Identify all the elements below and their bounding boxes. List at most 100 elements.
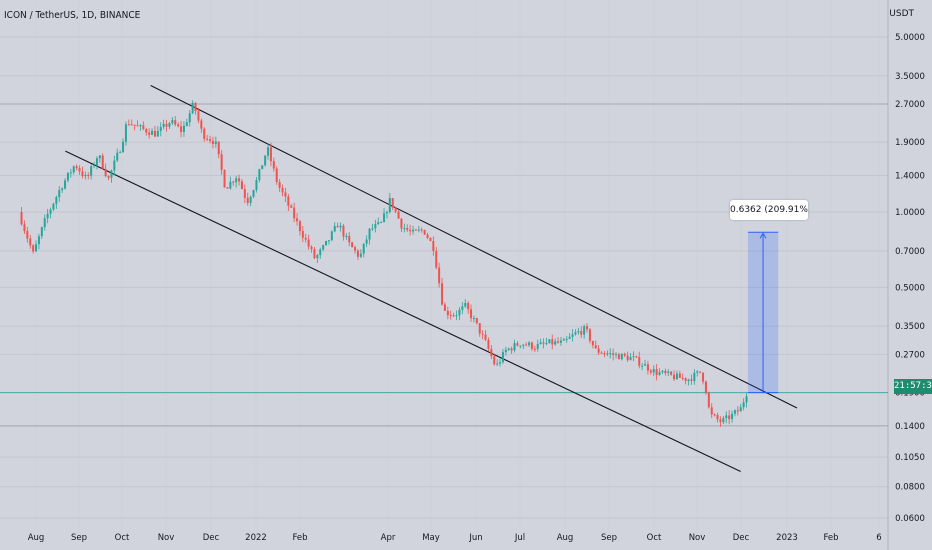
candle (310, 245, 313, 253)
candle (623, 352, 626, 358)
candle (588, 327, 591, 344)
y-tick-label: 0.0600 (895, 514, 925, 524)
candle (432, 236, 435, 256)
candle (374, 219, 377, 233)
candle (693, 369, 696, 385)
horizontal-levels (0, 103, 888, 427)
candle (388, 192, 391, 214)
x-tick-label: Oct (647, 533, 662, 543)
candle (316, 253, 319, 264)
candle (391, 197, 394, 211)
candle (528, 341, 531, 347)
candle (467, 301, 470, 314)
candle (493, 353, 496, 366)
candle (420, 227, 423, 233)
candle (702, 372, 705, 385)
candle (351, 241, 354, 248)
candle (66, 172, 69, 183)
candle (281, 184, 284, 197)
price-axis[interactable]: 5.0000 3.5000 2.7000 1.9000 1.4000 1.0000 0.70… (895, 33, 925, 524)
candle (333, 222, 336, 233)
candle (240, 179, 243, 190)
candle (449, 310, 452, 320)
candle (409, 224, 412, 236)
candle (667, 369, 670, 377)
measure-label: 0.6362 (209.91%) 6362 (730, 200, 808, 220)
candle (165, 119, 168, 132)
candle (591, 340, 594, 349)
candle (180, 120, 183, 138)
candle (406, 224, 409, 233)
channel-line-lower[interactable] (65, 150, 741, 473)
price-unit-label: USDT (889, 9, 914, 19)
candle (84, 171, 87, 180)
candle (52, 202, 55, 212)
candle (185, 118, 188, 127)
candle (536, 339, 539, 352)
candle (504, 346, 507, 356)
candle (348, 232, 351, 247)
candle (133, 124, 136, 131)
candle (394, 206, 397, 214)
candle (736, 406, 739, 416)
y-tick-label: 2.7000 (895, 100, 925, 110)
candle (377, 217, 380, 226)
candle (197, 108, 200, 124)
candle (232, 180, 235, 186)
candle (687, 378, 690, 386)
candle (716, 412, 719, 423)
candle (725, 411, 728, 424)
candle (731, 410, 734, 423)
candle (383, 208, 386, 223)
candle (119, 150, 122, 154)
candle (130, 119, 133, 126)
candle (675, 370, 678, 380)
x-tick-label: Aug (28, 533, 45, 543)
candle (136, 120, 139, 127)
candle (704, 380, 707, 395)
candle (252, 189, 255, 199)
candle (211, 136, 214, 149)
x-tick-label: Nov (158, 533, 175, 543)
measure-tool[interactable] (747, 231, 779, 394)
y-tick-label: 0.3500 (895, 322, 925, 332)
candle (690, 374, 693, 385)
candle (565, 336, 568, 343)
candle (597, 345, 600, 356)
time-axis[interactable]: Aug Sep Oct Nov Dec 2022 Feb Apr May Jun Jul Aug Sep… (28, 533, 882, 543)
candle (188, 110, 191, 127)
candle (487, 337, 490, 352)
x-tick-label: Jul (514, 533, 525, 543)
candle (380, 221, 383, 224)
candle (435, 246, 438, 270)
candle (519, 345, 522, 349)
candle (745, 393, 748, 408)
candle (32, 244, 35, 254)
candle (612, 348, 615, 361)
candle (551, 334, 554, 350)
candle (339, 222, 342, 232)
candle (722, 415, 725, 425)
candle (638, 351, 641, 369)
descending-channel[interactable] (65, 85, 798, 473)
candle (49, 207, 52, 219)
candle (29, 234, 32, 249)
candle (293, 202, 296, 223)
candle (142, 121, 145, 131)
x-tick-label: Oct (115, 533, 130, 543)
candle (342, 223, 345, 241)
candle (238, 174, 241, 186)
candle (69, 168, 72, 178)
candle (481, 330, 484, 340)
candle (101, 153, 104, 170)
candle (742, 398, 745, 411)
candle (478, 322, 481, 337)
candle (72, 165, 75, 175)
channel-line-upper[interactable] (150, 85, 798, 409)
candle (284, 187, 287, 202)
candle (632, 351, 635, 362)
y-tick-label: 0.0800 (895, 483, 925, 493)
candle (559, 336, 562, 346)
candle (446, 306, 449, 320)
